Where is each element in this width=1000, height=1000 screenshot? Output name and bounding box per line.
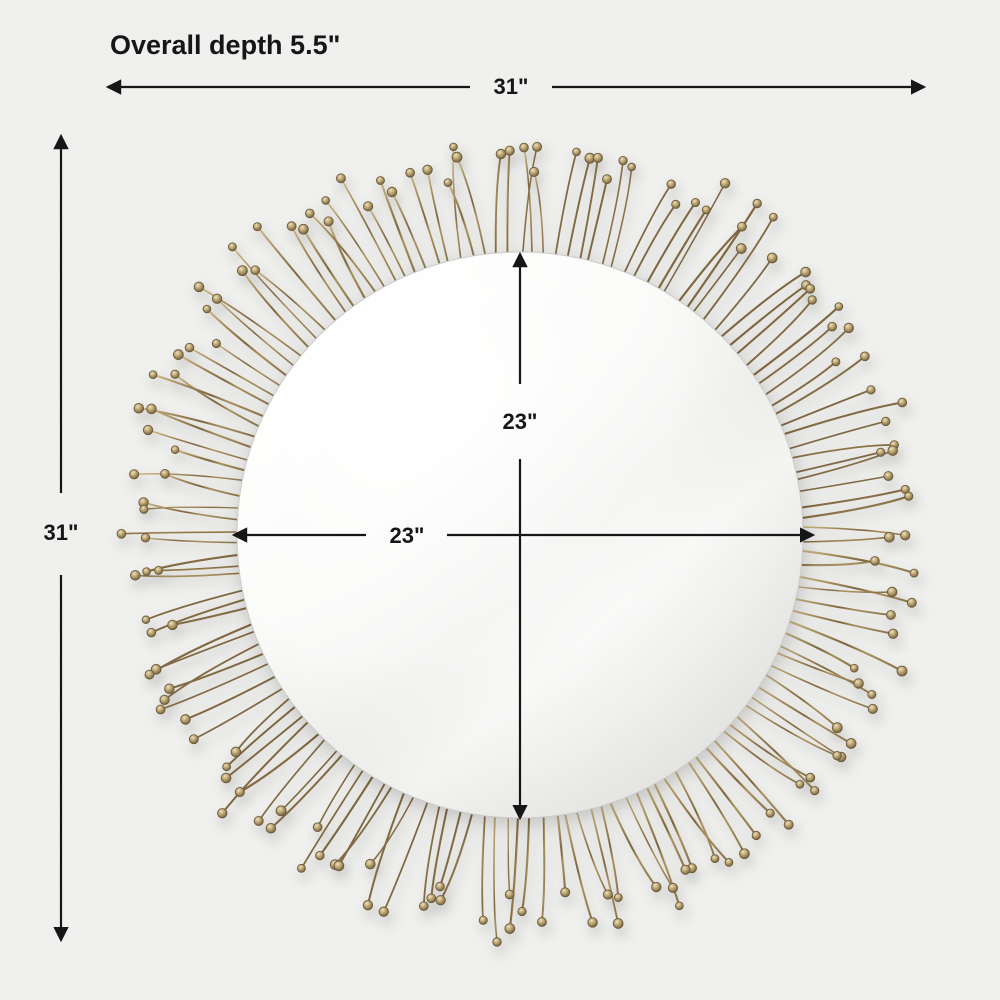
svg-text:31": 31" bbox=[44, 520, 79, 545]
svg-text:23": 23" bbox=[390, 523, 425, 548]
svg-text:23": 23" bbox=[503, 409, 538, 434]
svg-text:31": 31" bbox=[494, 74, 529, 99]
